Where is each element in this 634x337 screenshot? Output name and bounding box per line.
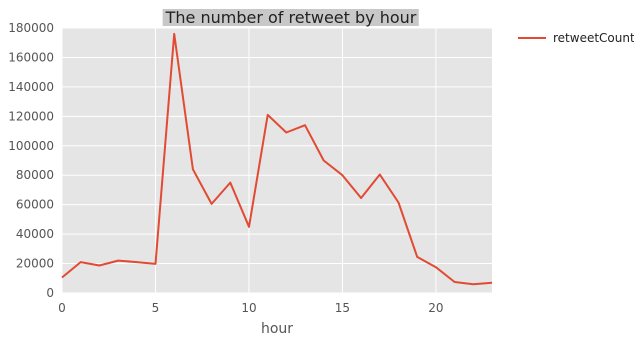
series-line-retweetCount	[61, 32, 493, 286]
plot-area	[62, 28, 492, 293]
y-tick-label: 180000	[8, 21, 54, 35]
series-layer	[61, 32, 493, 286]
legend-label: retweetCount	[553, 31, 634, 45]
legend: retweetCount	[518, 31, 634, 45]
y-tick-label: 80000	[16, 168, 54, 182]
y-tick-label: 0	[46, 286, 54, 300]
x-axis: 0 5 10 15 20	[58, 301, 443, 315]
y-tick-label: 60000	[16, 198, 54, 212]
y-axis: 0 20000 40000 60000 80000 100000 120000 140000 1…	[8, 21, 54, 300]
x-tick-label: 20	[428, 301, 443, 315]
x-tick-label: 15	[335, 301, 350, 315]
y-tick-label: 140000	[8, 80, 54, 94]
x-tick-label: 0	[58, 301, 66, 315]
x-tick-label: 5	[152, 301, 160, 315]
chart-title: The number of retweet by hour	[165, 8, 417, 27]
y-tick-label: 160000	[8, 50, 54, 64]
chart-title-background	[162, 9, 419, 26]
y-tick-label: 40000	[16, 227, 54, 241]
y-tick-label: 20000	[16, 257, 54, 271]
x-tick-label: 10	[241, 301, 256, 315]
y-tick-label: 120000	[8, 109, 54, 123]
grid-lines	[61, 27, 492, 294]
y-tick-label: 100000	[8, 139, 54, 153]
x-axis-label: hour	[261, 321, 293, 337]
